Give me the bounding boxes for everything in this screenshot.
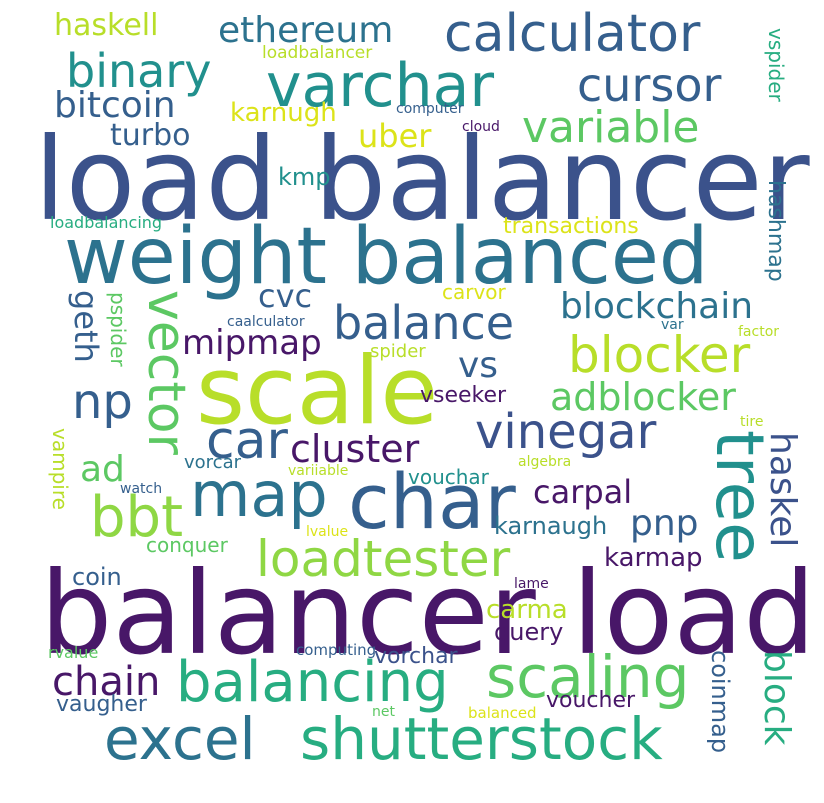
word-tree: tree — [701, 430, 778, 563]
word-shutterstock: shutterstock — [300, 705, 663, 773]
word-varchar: varchar — [266, 51, 495, 121]
word-variiable: variiable — [288, 463, 349, 479]
word-scale: scale — [196, 337, 439, 446]
word-transactions: transactions — [503, 214, 639, 239]
word-haskel: haskel — [762, 432, 803, 548]
word-algebra: algebra — [518, 454, 572, 470]
word-binary: binary — [66, 44, 212, 98]
word-vorcar: vorcar — [184, 452, 241, 473]
word-pspider: pspider — [106, 292, 130, 367]
word-vaugher: vaugher — [56, 692, 147, 717]
word-car: car — [206, 411, 288, 471]
word-block: block — [756, 650, 797, 746]
word-cluster: cluster — [290, 427, 420, 471]
word-map: map — [190, 458, 328, 531]
word-uber: uber — [358, 117, 432, 155]
word-blockchain: blockchain — [560, 286, 754, 327]
word-loadbalancer: loadbalancer — [262, 43, 373, 63]
word-karnaugh: karnaugh — [494, 512, 608, 540]
word-load-balancer: load balancer — [34, 113, 810, 246]
word-coin: coin — [72, 563, 122, 591]
word-var: var — [661, 317, 684, 333]
word-haskell: haskell — [54, 8, 159, 43]
word-vector: vector — [136, 290, 196, 455]
word-cvc: cvc — [258, 277, 313, 315]
word-lame: lame — [514, 576, 549, 592]
word-variable: variable — [522, 102, 700, 153]
word-carvor: carvor — [442, 280, 506, 304]
word-net: net — [372, 704, 395, 720]
word-voucher: voucher — [546, 688, 636, 713]
word-bbt: bbt — [90, 485, 184, 550]
word-scaling: scaling — [486, 643, 690, 711]
word-vspider: vspider — [764, 28, 788, 102]
word-spider: spider — [370, 341, 426, 362]
word-balance: balance — [333, 296, 515, 350]
word-vorchar: vorchar — [374, 644, 458, 669]
word-computing: computing — [296, 641, 377, 659]
word-vseeker: vseeker — [420, 383, 507, 408]
word-karnugh: karnugh — [230, 98, 337, 128]
word-vouchar: vouchar — [408, 465, 489, 489]
word-karmap: karmap — [604, 543, 703, 573]
word-chain: chain — [52, 659, 161, 705]
word-tire: tire — [740, 414, 764, 430]
word-blocker: blocker — [568, 326, 751, 384]
word-weight-balanced: weight balanced — [64, 212, 709, 302]
word-query: query — [494, 618, 564, 646]
word-watch: watch — [120, 481, 163, 497]
word-factor: factor — [738, 324, 780, 340]
word-vinegar: vinegar — [475, 404, 657, 460]
word-ad: ad — [80, 449, 125, 490]
word-computer: computer — [396, 101, 464, 117]
word-mipmap: mipmap — [182, 323, 322, 363]
word-balanced: balanced — [468, 704, 537, 722]
word-adblocker: adblocker — [550, 375, 736, 419]
word-kmp: kmp — [278, 163, 331, 191]
word-caalculator: caalculator — [227, 314, 305, 330]
word-excel: excel — [104, 705, 256, 773]
word-carma: carma — [486, 595, 568, 625]
word-coinmap: coinmap — [706, 650, 734, 754]
word-cloud: cloud — [462, 119, 500, 135]
word-cursor: cursor — [577, 58, 722, 112]
word-vs: vs — [458, 345, 499, 386]
word-balancer-load: balancer load — [40, 547, 816, 680]
word-balancing: balancing — [176, 650, 449, 715]
word-hashmap: hashmap — [763, 180, 788, 282]
word-loadbalancing: loadbalancing — [50, 213, 163, 232]
word-carpal: carpal — [533, 473, 633, 511]
word-rvalue: rvalue — [48, 643, 99, 662]
word-char: char — [348, 457, 516, 546]
word-vampire: vampire — [48, 428, 72, 510]
word-np: np — [72, 374, 133, 430]
word-lvalue: lvalue — [306, 524, 349, 540]
word-geth: geth — [67, 290, 105, 363]
word-ethereum: ethereum — [218, 10, 394, 51]
word-turbo: turbo — [110, 118, 191, 153]
word-pnp: pnp — [630, 503, 699, 544]
word-loadtester: loadtester — [256, 530, 511, 588]
word-calculator: calculator — [444, 4, 701, 64]
word-conquer: conquer — [146, 533, 228, 557]
word-bitcoin: bitcoin — [54, 85, 176, 126]
